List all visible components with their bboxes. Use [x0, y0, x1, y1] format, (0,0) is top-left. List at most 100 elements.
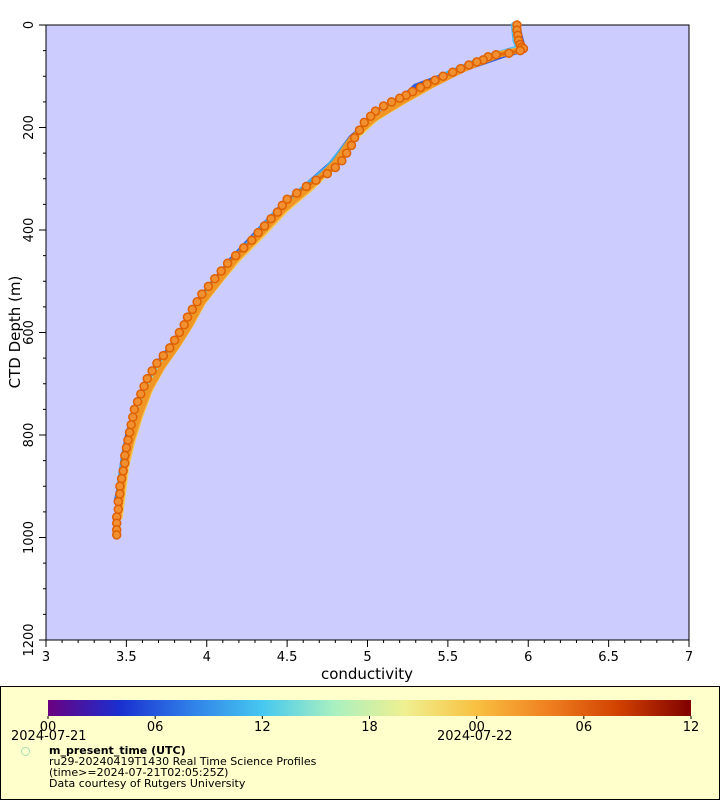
- data-point: [169, 335, 180, 345]
- data-point: [354, 125, 365, 135]
- data-point: [272, 207, 283, 217]
- data-point: [277, 200, 288, 211]
- data-point: [259, 221, 270, 231]
- legend-marker-icon: [21, 747, 30, 756]
- data-point: [203, 281, 214, 292]
- data-point: [179, 320, 189, 330]
- data-point: [128, 412, 138, 422]
- data-point: [349, 133, 360, 143]
- data-point: [216, 266, 226, 276]
- data-point: [455, 63, 466, 74]
- data-point: [292, 188, 302, 198]
- data-point: [139, 381, 149, 392]
- data-point: [230, 250, 241, 261]
- data-point: [415, 82, 426, 93]
- data-point: [147, 366, 157, 376]
- data-point: [129, 404, 140, 415]
- y-tick-label: 0: [22, 21, 37, 29]
- data-point: [311, 175, 321, 186]
- data-point: [266, 213, 276, 224]
- data-point: [247, 235, 257, 246]
- highlight-series: [111, 20, 529, 540]
- data-point: [378, 101, 389, 111]
- colorbar-tick-label: 06: [147, 720, 164, 733]
- colorbar-tick-label: 12: [254, 720, 271, 733]
- data-point: [447, 67, 458, 77]
- data-point: [238, 243, 249, 253]
- data-point: [121, 443, 132, 453]
- data-point: [515, 45, 525, 56]
- data-point: [222, 258, 233, 269]
- y-tick-label: 800: [22, 423, 37, 448]
- colorbar-tick-label: 18: [361, 720, 378, 733]
- data-point: [124, 427, 135, 438]
- data-point: [394, 93, 405, 104]
- data-point: [341, 148, 352, 158]
- x-axis-label: conductivity: [321, 665, 413, 683]
- x-tick-label: 6.5: [598, 650, 619, 665]
- data-point: [491, 49, 501, 60]
- data-point: [120, 458, 130, 468]
- data-point: [123, 435, 133, 445]
- chart: 3 3.5 4 4.5 5 5.5 6 6.5 7 020040060080010001200 …: [6, 20, 693, 683]
- data-point: [158, 350, 169, 361]
- colorbar-tick-label: 06: [576, 720, 593, 733]
- y-tick-label: 600: [22, 320, 37, 345]
- data-point: [337, 156, 347, 166]
- data-point: [115, 481, 125, 492]
- data-point: [359, 117, 370, 128]
- data-point: [197, 289, 207, 299]
- colorbar-date-end: 2024-07-22: [437, 729, 513, 744]
- y-axis: 0 200 400 600 800 1000 1200: [22, 21, 46, 657]
- legend-variable: m_present_time (UTC): [49, 744, 186, 757]
- data-point: [438, 71, 448, 82]
- data-point: [504, 48, 514, 58]
- data-point: [115, 489, 125, 499]
- y-tick-label: 200: [22, 115, 37, 140]
- data-point: [120, 450, 130, 461]
- x-tick-label: 6: [524, 650, 532, 665]
- data-point: [118, 466, 128, 476]
- data-point: [136, 389, 146, 399]
- data-point: [346, 140, 357, 151]
- data-point: [365, 111, 376, 121]
- data-point: [386, 97, 397, 107]
- y-tick-label: 1000: [22, 521, 37, 554]
- data-point: [430, 75, 440, 86]
- y-axis-label: CTD Depth (m): [6, 276, 24, 389]
- colorbar-gradient: [48, 700, 691, 716]
- x-tick-label: 3: [42, 650, 50, 665]
- data-point: [210, 273, 220, 284]
- x-axis: 3 3.5 4 4.5 5 5.5 6 6.5 7: [42, 640, 693, 665]
- data-point: [142, 373, 153, 384]
- data-point: [174, 327, 185, 338]
- colorbar-tick-label: 00: [468, 720, 485, 733]
- x-tick-label: 5.5: [438, 650, 459, 665]
- data-point: [187, 304, 198, 315]
- data-point: [113, 496, 124, 507]
- data-point: [301, 181, 312, 192]
- y-tick-label: 400: [22, 218, 37, 243]
- data-point: [464, 60, 474, 70]
- data-point: [330, 162, 341, 173]
- legend-constraint: (time>=2024-07-21T02:05:25Z): [49, 766, 229, 779]
- x-tick-label: 5: [363, 650, 371, 665]
- data-point: [116, 473, 127, 484]
- data-point: [111, 530, 122, 540]
- y-tick-label: 1200: [22, 623, 37, 656]
- colorbar-tick-label: 00: [40, 720, 57, 733]
- colorbar-tick-label: 12: [683, 720, 700, 733]
- legend-credit: Data courtesy of Rutgers University: [49, 777, 246, 790]
- data-point: [322, 168, 333, 179]
- data-point: [192, 297, 202, 307]
- data-point: [472, 57, 482, 67]
- data-point: [132, 396, 143, 407]
- legend-dataset: ru29-20240419T1430 Real Time Science Pro…: [49, 755, 317, 768]
- x-tick-label: 7: [685, 650, 693, 665]
- data-point: [253, 227, 263, 238]
- data-point: [165, 343, 175, 353]
- data-point: [113, 504, 124, 515]
- x-tick-label: 3.5: [116, 650, 137, 665]
- data-point: [126, 420, 136, 430]
- colorbar: 00 06 12 18 00 06 12: [40, 700, 700, 733]
